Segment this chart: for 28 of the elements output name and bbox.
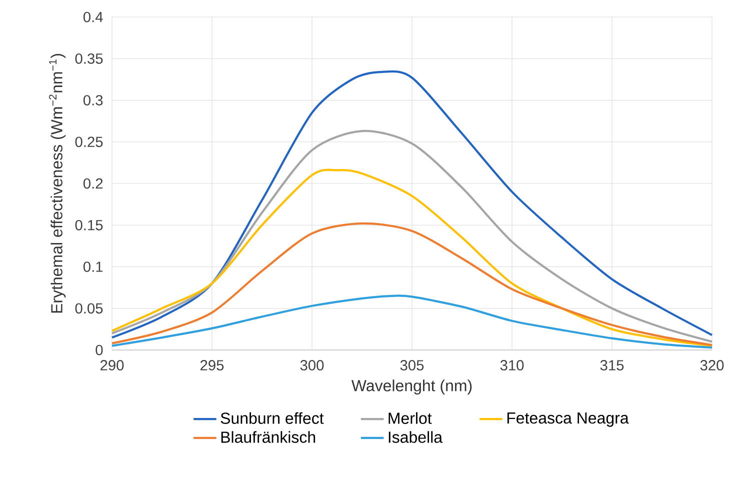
x-tick-label: 300	[300, 360, 324, 370]
y-tick-label: 0.4	[83, 12, 103, 22]
legend-label: Merlot	[388, 412, 432, 424]
y-tick-label: 0.3	[83, 95, 103, 106]
y-tick-label: 0.35	[75, 53, 103, 64]
x-tick-label: 290	[100, 360, 124, 370]
line-series	[110, 168, 714, 347]
line-series	[110, 70, 714, 339]
y-axis-title: Erythemal effectiveness (Wm$^{−2}$nm$^{−1}$)	[49, 54, 66, 313]
y-tick-label: 0.2	[83, 178, 103, 189]
line-series	[110, 222, 714, 346]
x-tick-label: 320	[700, 360, 724, 370]
line-series	[110, 130, 714, 343]
legend-label: Sunburn effect	[220, 412, 324, 424]
x-tick-label: 295	[200, 360, 224, 370]
legend-label: Isabella	[388, 431, 443, 443]
x-tick-label: 305	[400, 360, 424, 370]
y-tick-label: 0	[96, 344, 103, 356]
y-tick-label: 0.05	[75, 303, 103, 314]
y-tick-label: 0.25	[75, 136, 103, 148]
y-tick-label: 0.15	[75, 220, 103, 230]
legend-label: Feteasca Neagra	[507, 412, 629, 427]
x-tick-label: 315	[600, 360, 624, 370]
x-axis-title: Wavelenght (nm)	[351, 380, 472, 394]
line-series	[110, 294, 714, 349]
legend-label: Blaufränkisch	[221, 431, 316, 443]
y-tick-label: 0.1	[83, 262, 103, 272]
x-tick-label: 310	[500, 360, 524, 370]
